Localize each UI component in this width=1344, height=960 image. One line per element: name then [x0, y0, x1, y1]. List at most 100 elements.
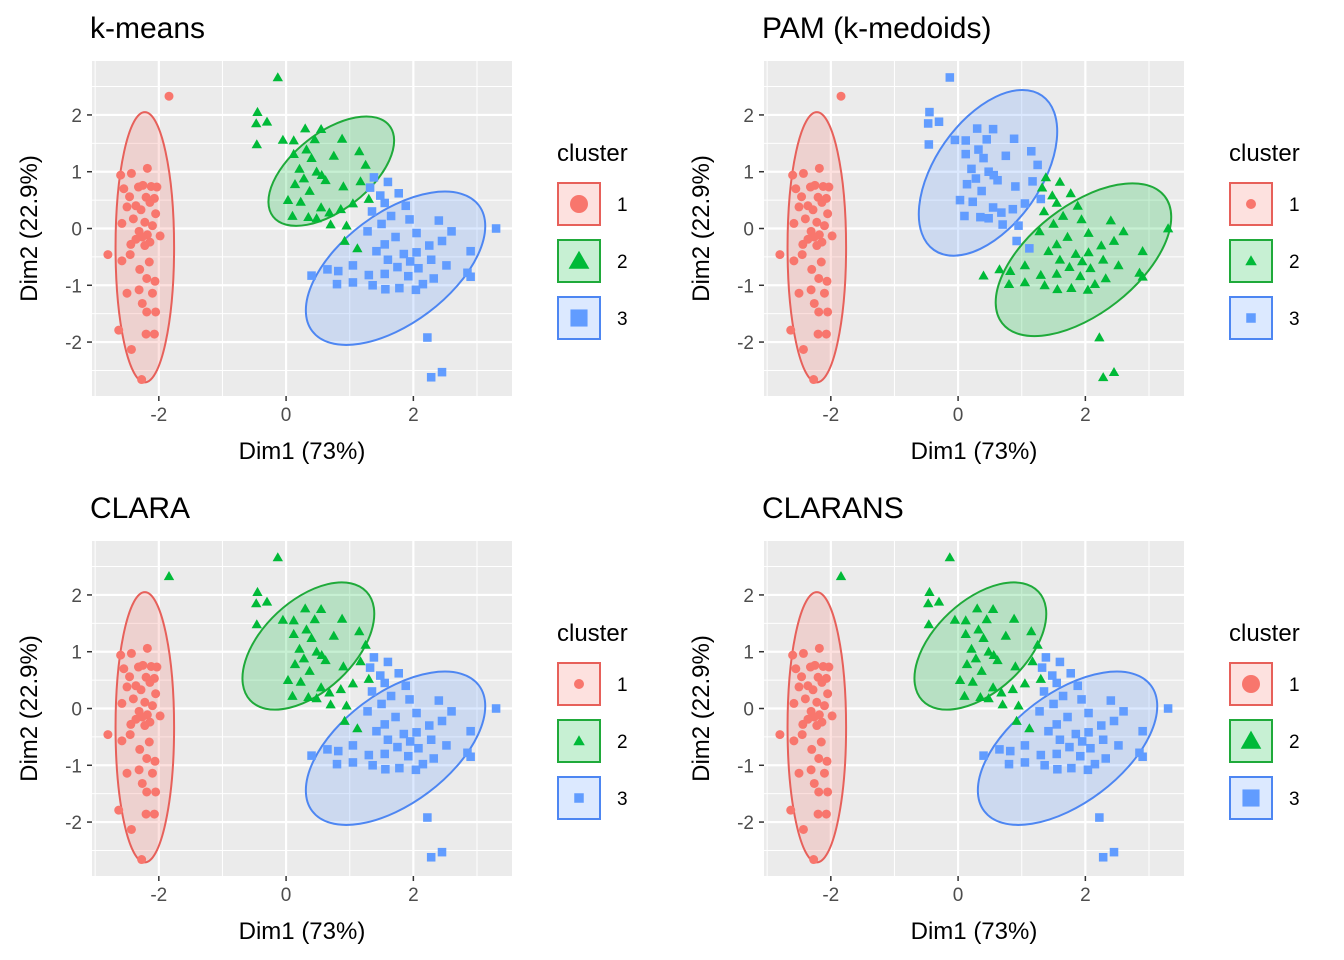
- data-point-cluster-1: [798, 168, 808, 178]
- data-point-cluster-3: [1037, 663, 1047, 672]
- x-axis-title: Dim1 (73%): [239, 918, 366, 945]
- data-point-cluster-2: [1096, 240, 1107, 250]
- data-point-cluster-3: [424, 241, 434, 250]
- cluster-panel-2: PAM (k-medoids) -2 0 2 -2 -1 0 1 2 Dim1 (73%) Dim2…: [688, 12, 1300, 465]
- data-point-cluster-2: [987, 682, 999, 692]
- legend-label: 2: [617, 252, 628, 273]
- cluster-ellipse-2: [241, 581, 376, 711]
- data-point-cluster-1: [821, 809, 831, 819]
- data-point-cluster-3: [348, 261, 358, 270]
- data-point-cluster-2: [1011, 715, 1022, 725]
- data-point-cluster-1: [140, 241, 150, 251]
- data-point-cluster-3: [961, 149, 971, 159]
- data-point-cluster-2: [970, 653, 982, 663]
- x-tick-label: 2: [408, 405, 419, 426]
- data-point-cluster-1: [152, 182, 162, 192]
- data-point-cluster-3: [307, 271, 316, 280]
- data-point-cluster-3: [414, 263, 423, 273]
- x-tick-label: 2: [408, 885, 419, 906]
- data-point-cluster-3: [364, 750, 374, 760]
- data-point-cluster-2: [961, 659, 973, 669]
- data-point-cluster-1: [144, 737, 154, 747]
- data-point-cluster-2: [978, 270, 989, 280]
- data-point-cluster-1: [133, 182, 143, 192]
- data-point-cluster-2: [1019, 678, 1031, 688]
- data-point-cluster-1: [125, 192, 135, 202]
- data-point-cluster-2: [339, 235, 350, 245]
- data-point-cluster-3: [1101, 754, 1111, 763]
- data-point-cluster-1: [147, 288, 157, 298]
- data-point-cluster-2: [306, 152, 317, 162]
- y-tick-label: 1: [71, 643, 82, 664]
- data-point-cluster-3: [1052, 720, 1062, 729]
- data-point-cluster-3: [934, 117, 944, 127]
- data-point-cluster-3: [386, 691, 396, 701]
- data-point-cluster-3: [380, 198, 390, 208]
- data-point-cluster-3: [1001, 151, 1011, 161]
- data-point-cluster-2: [355, 656, 366, 666]
- axes: -2 0 2 -2 -1 0 1 2 Dim1 (73%) Dim2 (22.9%): [16, 586, 419, 945]
- data-point-cluster-1: [805, 182, 815, 192]
- data-point-cluster-2: [1003, 279, 1015, 288]
- data-point-cluster-1: [786, 325, 796, 335]
- data-point-cluster-1: [149, 329, 159, 339]
- data-point-cluster-2: [1051, 197, 1062, 207]
- data-point-cluster-2: [287, 210, 298, 220]
- legend-label: 1: [617, 675, 628, 696]
- data-point-cluster-1: [812, 241, 822, 251]
- data-points: [775, 552, 1173, 865]
- data-point-cluster-3: [962, 179, 972, 189]
- data-point-cluster-3: [1040, 761, 1049, 770]
- data-point-cluster-2: [981, 614, 992, 624]
- data-point-cluster-1: [147, 701, 157, 711]
- legend-key-symbol-3: [1242, 789, 1260, 807]
- data-point-cluster-2: [959, 690, 970, 700]
- data-point-cluster-3: [442, 741, 451, 750]
- data-point-cluster-3: [1109, 847, 1119, 857]
- legend-key-symbol-3: [570, 309, 588, 327]
- data-point-cluster-3: [1138, 752, 1147, 762]
- cluster-ellipse-2: [913, 581, 1048, 711]
- data-point-cluster-2: [975, 692, 986, 701]
- y-tick-label: 0: [71, 220, 82, 241]
- data-point-cluster-2: [1085, 263, 1096, 273]
- legend-title: cluster: [1229, 140, 1300, 167]
- legend-title: cluster: [1229, 620, 1300, 647]
- data-point-cluster-3: [403, 751, 413, 761]
- data-point-cluster-2: [1007, 684, 1018, 694]
- data-point-cluster-3: [381, 764, 390, 774]
- data-point-cluster-1: [789, 256, 799, 266]
- data-point-cluster-3: [323, 745, 332, 754]
- data-point-cluster-1: [116, 650, 126, 660]
- data-point-cluster-3: [1084, 728, 1093, 737]
- data-point-cluster-2: [1026, 626, 1037, 636]
- data-point-cluster-2: [341, 220, 352, 230]
- data-point-cluster-3: [1044, 726, 1053, 736]
- data-point-cluster-3: [984, 167, 993, 176]
- data-point-cluster-3: [1058, 691, 1068, 701]
- data-point-cluster-3: [1073, 681, 1083, 691]
- legend-label: 3: [1289, 309, 1300, 330]
- data-point-cluster-2: [324, 687, 335, 697]
- data-point-cluster-2: [978, 632, 989, 642]
- legend-key-symbol-1: [1246, 199, 1256, 209]
- legend-label: 1: [1289, 195, 1300, 216]
- data-point-cluster-3: [332, 279, 342, 289]
- data-point-cluster-2: [1083, 227, 1094, 237]
- data-point-cluster-3: [1035, 707, 1044, 716]
- data-point-cluster-1: [135, 744, 145, 754]
- legend-title: cluster: [557, 140, 628, 167]
- data-point-cluster-1: [827, 231, 837, 241]
- data-point-cluster-2: [1039, 280, 1050, 290]
- data-point-cluster-1: [836, 91, 846, 101]
- data-point-cluster-1: [122, 202, 132, 212]
- data-point-cluster-2: [354, 146, 365, 156]
- data-point-cluster-2: [303, 692, 314, 701]
- data-point-cluster-3: [1106, 696, 1116, 705]
- data-point-cluster-2: [1072, 200, 1083, 210]
- data-point-cluster-2: [1024, 723, 1035, 733]
- data-point-cluster-3: [426, 372, 436, 382]
- data-point-cluster-2: [1105, 215, 1116, 225]
- data-point-cluster-1: [809, 375, 819, 385]
- data-point-cluster-1: [142, 787, 152, 797]
